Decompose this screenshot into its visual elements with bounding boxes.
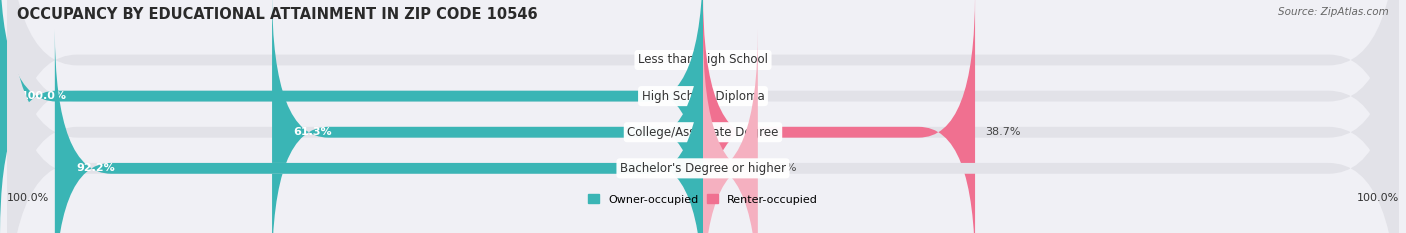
FancyBboxPatch shape	[702, 29, 759, 233]
FancyBboxPatch shape	[7, 0, 1399, 233]
Text: 92.2%: 92.2%	[76, 163, 115, 173]
Text: 100.0%: 100.0%	[1357, 193, 1399, 203]
Text: 0.0%: 0.0%	[717, 91, 745, 101]
Text: 0.0%: 0.0%	[717, 55, 745, 65]
Text: Source: ZipAtlas.com: Source: ZipAtlas.com	[1278, 7, 1389, 17]
Text: Less than High School: Less than High School	[638, 54, 768, 66]
Text: High School Diploma: High School Diploma	[641, 90, 765, 103]
Text: 61.3%: 61.3%	[294, 127, 332, 137]
Legend: Owner-occupied, Renter-occupied: Owner-occupied, Renter-occupied	[583, 190, 823, 209]
Text: 0.0%: 0.0%	[661, 55, 689, 65]
FancyBboxPatch shape	[7, 0, 1399, 233]
FancyBboxPatch shape	[55, 29, 703, 233]
Text: 100.0%: 100.0%	[7, 193, 49, 203]
FancyBboxPatch shape	[7, 0, 1399, 233]
Text: College/Associate Degree: College/Associate Degree	[627, 126, 779, 139]
FancyBboxPatch shape	[703, 0, 976, 233]
FancyBboxPatch shape	[7, 0, 1399, 233]
FancyBboxPatch shape	[273, 0, 703, 233]
FancyBboxPatch shape	[0, 0, 703, 233]
Text: OCCUPANCY BY EDUCATIONAL ATTAINMENT IN ZIP CODE 10546: OCCUPANCY BY EDUCATIONAL ATTAINMENT IN Z…	[17, 7, 537, 22]
Text: Bachelor's Degree or higher: Bachelor's Degree or higher	[620, 162, 786, 175]
Text: 38.7%: 38.7%	[986, 127, 1021, 137]
Text: 100.0%: 100.0%	[21, 91, 67, 101]
Text: 7.8%: 7.8%	[768, 163, 797, 173]
